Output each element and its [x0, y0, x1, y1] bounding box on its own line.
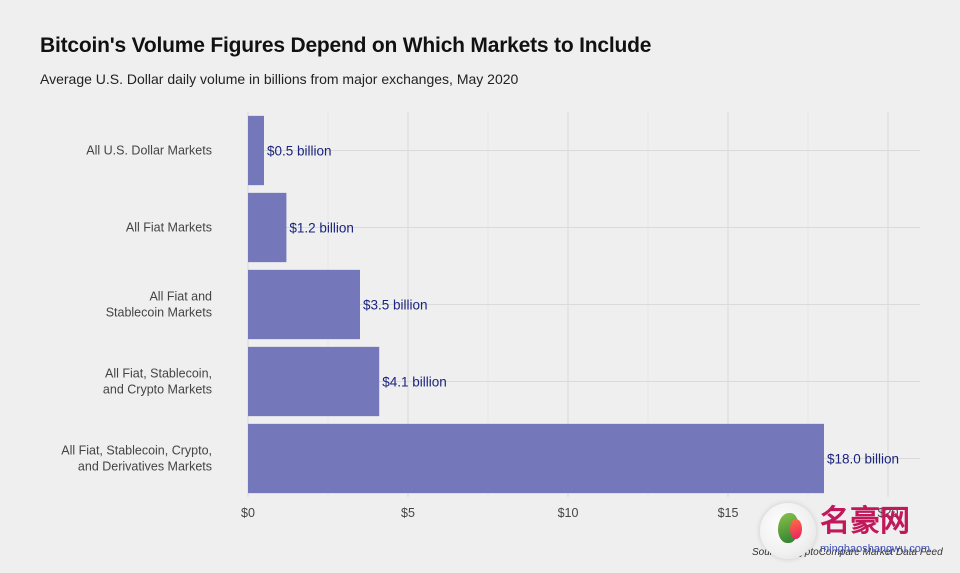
category-labels: All U.S. Dollar Markets All Fiat Markets A… — [61, 144, 212, 474]
x-tick-label: $20 — [878, 506, 899, 520]
x-tick-label: $0 — [241, 506, 255, 520]
category-label: All Fiat, Stablecoin, Crypto, and Derivat… — [61, 444, 212, 474]
x-tick-label: $10 — [558, 506, 579, 520]
x-axis-ticks: $0 $5 $10 $15 $20 — [241, 506, 898, 520]
bar — [248, 269, 360, 340]
bar — [248, 423, 824, 494]
x-tick-label: $15 — [718, 506, 739, 520]
chart-subtitle: Average U.S. Dollar daily volume in bill… — [40, 71, 519, 87]
category-label: All Fiat, Stablecoin, and Crypto Markets — [103, 367, 212, 397]
chart-title: Bitcoin's Volume Figures Depend on Which… — [40, 34, 652, 57]
data-label: $0.5 billion — [267, 144, 332, 159]
data-label: $4.1 billion — [382, 375, 447, 390]
category-label: All U.S. Dollar Markets — [86, 144, 212, 158]
data-label: $1.2 billion — [289, 221, 354, 236]
bar — [248, 115, 264, 186]
bars — [248, 115, 824, 494]
data-label: $18.0 billion — [827, 452, 899, 467]
bar — [248, 192, 287, 263]
x-tick-label: $5 — [401, 506, 415, 520]
data-label: $3.5 billion — [363, 298, 428, 313]
category-label: All Fiat and Stablecoin Markets — [106, 290, 212, 320]
data-labels: $0.5 billion $1.2 billion $3.5 billion $4.1… — [267, 144, 899, 467]
category-label: All Fiat Markets — [126, 221, 212, 235]
source-note: Source: CryptoCompare Market Data Feed — [752, 547, 943, 558]
bar — [248, 346, 380, 417]
